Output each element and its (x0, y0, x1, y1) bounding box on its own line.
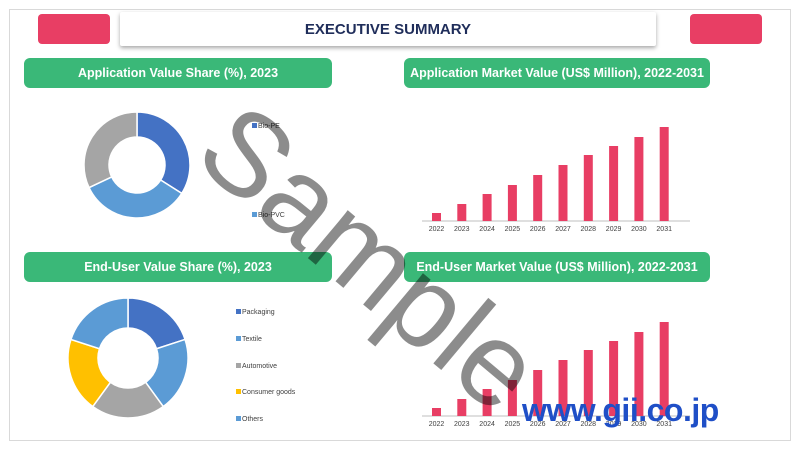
app-share-legend-label-1: Bio-PVC (258, 212, 285, 219)
header-right-tab (690, 14, 762, 44)
enduser-share-legend-swatch-4 (236, 416, 241, 421)
enduser-share-slice-0 (127, 297, 187, 350)
enduser-value-bar-chart: 2022 2023 2024 2025 2026 2027 2028 2029 2030 2031 (422, 322, 690, 428)
panel-title-app-share: Application Value Share (%), 2023 (24, 58, 332, 88)
app-share-slice-2 (83, 111, 138, 189)
app-value-bar-2028 (583, 155, 593, 221)
app-value-bar-2023 (457, 204, 467, 221)
app-value-bar-2030 (634, 137, 644, 221)
app-value-bar-2025 (507, 185, 517, 221)
enduser-value-bar-2031 (659, 322, 669, 416)
enduser-share-legend-swatch-1 (236, 336, 241, 341)
application-share-donut-chart: Bio-PE Bio-PVC (83, 111, 285, 219)
app-value-tick-2022: 2022 (429, 226, 445, 233)
app-value-bar-2024 (482, 194, 492, 221)
enduser-value-bar-2026 (533, 370, 543, 416)
app-value-bar-2026 (533, 175, 543, 221)
enduser-value-bar-2030 (634, 332, 644, 416)
app-share-legend-swatch-1 (252, 212, 257, 217)
app-value-bar-2027 (558, 165, 568, 221)
app-share-slice-0 (136, 111, 191, 195)
app-value-tick-2027: 2027 (555, 226, 571, 233)
enduser-share-legend-label-3: Consumer goods (242, 389, 296, 396)
app-share-legend-swatch-0 (252, 123, 257, 128)
panel-title-enduser-share: End-User Value Share (%), 2023 (24, 252, 332, 282)
slide-frame (9, 9, 791, 441)
app-value-tick-2030: 2030 (631, 226, 647, 233)
enduser-value-bar-2024 (482, 389, 492, 416)
app-value-bar-2029 (609, 146, 619, 221)
app-value-tick-2029: 2029 (606, 226, 622, 233)
header-box: EXECUTIVE SUMMARY (120, 12, 656, 46)
enduser-share-legend-label-0: Packaging (242, 309, 275, 316)
watermark-url: www.gii.co.jp (522, 392, 719, 428)
enduser-value-tick-2025: 2025 (505, 421, 521, 428)
app-value-tick-2025: 2025 (505, 226, 521, 233)
enduser-value-tick-2030: 2030 (631, 421, 647, 428)
enduser-value-tick-2028: 2028 (581, 421, 597, 428)
enduser-value-tick-2027: 2027 (555, 421, 571, 428)
enduser-share-legend-label-1: Textile (242, 336, 262, 343)
enduser-share-legend-swatch-3 (236, 389, 241, 394)
enduser-value-bar-2027 (558, 360, 568, 416)
app-share-slice-1 (88, 175, 183, 219)
enduser-value-bar-2029 (609, 341, 619, 416)
enduser-value-bar-2022 (432, 408, 441, 416)
app-value-tick-2024: 2024 (479, 226, 495, 233)
enduser-share-legend-swatch-2 (236, 363, 241, 368)
app-value-tick-2023: 2023 (454, 226, 470, 233)
enduser-share-donut-chart: Packaging Textile Automotive Consumer goods… (67, 297, 296, 423)
enduser-share-slice-4 (69, 297, 129, 350)
enduser-value-bar-2023 (457, 399, 467, 416)
panel-title-enduser-value: End-User Market Value (US$ Million), 202… (404, 252, 710, 282)
enduser-value-bar-2025 (507, 380, 517, 416)
enduser-share-legend-swatch-0 (236, 309, 241, 314)
enduser-value-tick-2022: 2022 (429, 421, 445, 428)
page-title: EXECUTIVE SUMMARY (304, 20, 472, 38)
app-value-bar-2022 (432, 213, 441, 221)
enduser-value-tick-2023: 2023 (454, 421, 470, 428)
enduser-value-tick-2029: 2029 (606, 421, 622, 428)
enduser-value-tick-2024: 2024 (479, 421, 495, 428)
app-value-tick-2026: 2026 (530, 226, 546, 233)
app-value-bar-2031 (659, 127, 669, 221)
header-left-tab (38, 14, 110, 44)
enduser-share-legend-label-2: Automotive (242, 363, 277, 370)
enduser-value-tick-2031: 2031 (656, 421, 672, 428)
app-value-tick-2031: 2031 (656, 226, 672, 233)
enduser-value-bar-2028 (583, 350, 593, 416)
app-value-tick-2028: 2028 (581, 226, 597, 233)
application-value-bar-chart: 2022 2023 2024 2025 2026 2027 2028 2029 2030 2031 (422, 127, 690, 233)
app-share-legend-label-0: Bio-PE (258, 123, 280, 130)
enduser-share-legend-label-4: Others (242, 416, 264, 423)
panel-title-app-value: Application Market Value (US$ Million), … (404, 58, 710, 88)
enduser-value-tick-2026: 2026 (530, 421, 546, 428)
